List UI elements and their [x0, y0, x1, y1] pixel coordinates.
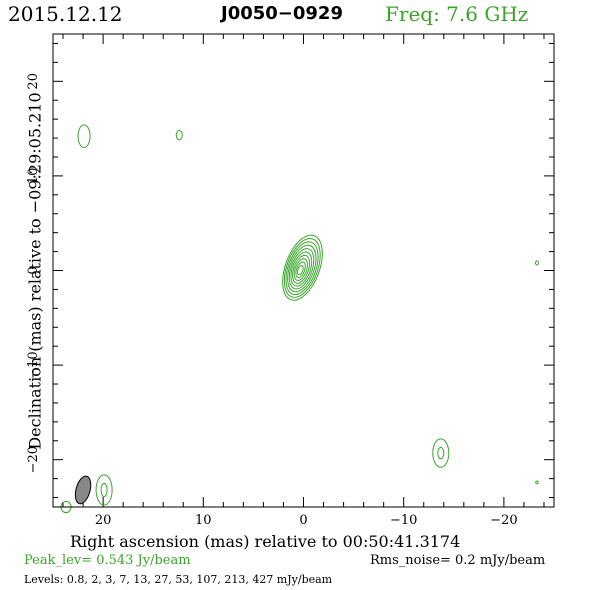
plot-frame — [52, 33, 555, 508]
contour-levels: Levels: 0.8, 2, 3, 7, 13, 27, 53, 107, 2… — [24, 573, 333, 586]
main-component-contour — [292, 254, 311, 284]
y-tick-label: 0 — [26, 266, 41, 274]
frequency-label: Freq: 7.6 GHz — [385, 2, 529, 26]
x-tick-label: −10 — [390, 513, 417, 528]
main-component-contour — [285, 241, 319, 296]
minor-component-contour — [95, 474, 113, 506]
minor-component-contour — [77, 124, 91, 149]
y-tick-label: −10 — [26, 351, 41, 378]
x-tick-label: 20 — [95, 513, 112, 528]
main-component-contour — [295, 261, 306, 279]
main-component-contour — [293, 258, 308, 281]
axis-tick-labels: 20 10 0 −10 −20 20 10 0 −10 −20 — [26, 73, 518, 528]
minor-component-contour — [437, 446, 445, 460]
main-component-contour — [290, 251, 313, 287]
main-component-contour — [297, 264, 304, 276]
peak-level: Peak_lev= 0.543 Jy/beam — [24, 553, 191, 568]
minor-component-contour — [175, 129, 183, 141]
y-axis-label: Declination (mas) relative to −09:29:05.… — [25, 92, 45, 450]
minor-component-contour — [100, 482, 108, 498]
contour-layer — [60, 124, 539, 514]
axis-ticks — [53, 34, 554, 507]
source-name: J0050−0929 — [221, 3, 343, 24]
x-tick-label: −20 — [490, 513, 517, 528]
main-component-contour — [283, 238, 321, 298]
minor-component-contour — [535, 480, 539, 485]
rms-noise: Rms_noise= 0.2 mJy/beam — [370, 553, 546, 568]
main-component-contour — [282, 234, 323, 301]
y-tick-label: −20 — [26, 446, 41, 473]
main-component-contour — [288, 248, 315, 290]
minor-component-contour — [432, 438, 450, 468]
x-axis-label: Right ascension (mas) relative to 00:50:… — [70, 532, 461, 551]
epoch-date: 2015.12.12 — [8, 2, 123, 26]
y-tick-label: 10 — [26, 168, 41, 185]
x-tick-label: 10 — [195, 513, 212, 528]
minor-component-contour — [534, 260, 539, 266]
y-tick-label: 20 — [26, 73, 41, 90]
main-component-contour — [287, 244, 317, 293]
x-tick-label: 0 — [299, 513, 307, 528]
beam-layer — [74, 475, 92, 505]
restoring-beam — [74, 475, 92, 505]
